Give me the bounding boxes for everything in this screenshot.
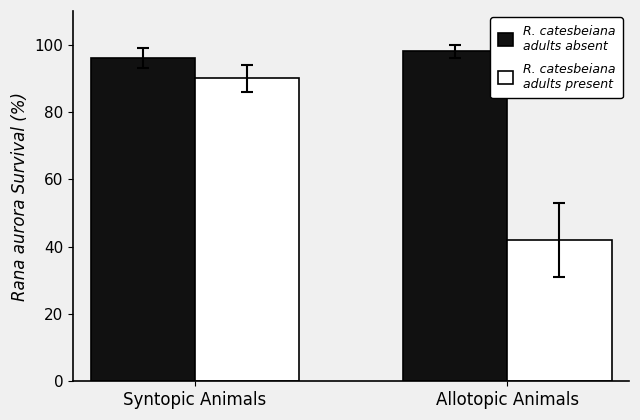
Legend: R. catesbeiana
adults absent, R. catesbeiana
adults present: R. catesbeiana adults absent, R. catesbe… (490, 17, 623, 98)
Y-axis label: Rana aurora Survival (%): Rana aurora Survival (%) (11, 92, 29, 301)
Bar (91, 58, 195, 381)
Bar (508, 240, 612, 381)
Bar (195, 79, 299, 381)
Bar (403, 52, 508, 381)
